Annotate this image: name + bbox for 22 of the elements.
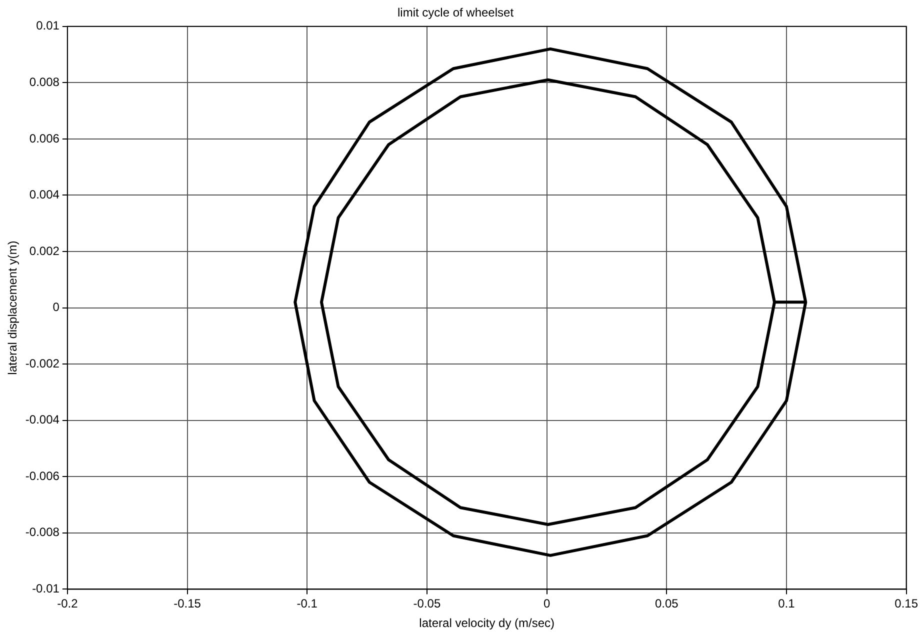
x-tick-label: 0.05 — [654, 596, 679, 611]
x-axis-title: lateral velocity dy (m/sec) — [419, 616, 555, 630]
y-tick-label: -0.002 — [25, 356, 60, 370]
x-tick-label: 0.15 — [894, 596, 918, 611]
y-tick-label: -0.006 — [25, 468, 60, 483]
y-tick-label: -0.01 — [32, 582, 60, 596]
x-tick-label: -0.15 — [174, 596, 202, 611]
x-tick-label: -0.2 — [57, 596, 78, 611]
y-tick-label: -0.008 — [25, 525, 60, 540]
y-tick-label: 0.002 — [29, 244, 60, 258]
y-tick-label: 0.006 — [29, 131, 60, 146]
y-tick-label: 0 — [52, 300, 60, 314]
x-tick-label: 0 — [543, 596, 550, 611]
y-axis-title: lateral displacement y(m) — [6, 240, 20, 375]
y-tick-label: 0.01 — [36, 18, 60, 33]
x-tick-label: -0.1 — [296, 596, 318, 611]
x-tick-label: -0.05 — [413, 596, 441, 611]
chart-title: limit cycle of wheelset — [397, 6, 514, 20]
x-tick-label: 0.1 — [778, 596, 796, 611]
y-tick-label: 0.008 — [29, 74, 60, 89]
y-tick-label: 0.004 — [29, 188, 60, 202]
y-tick-label: -0.004 — [25, 412, 60, 427]
